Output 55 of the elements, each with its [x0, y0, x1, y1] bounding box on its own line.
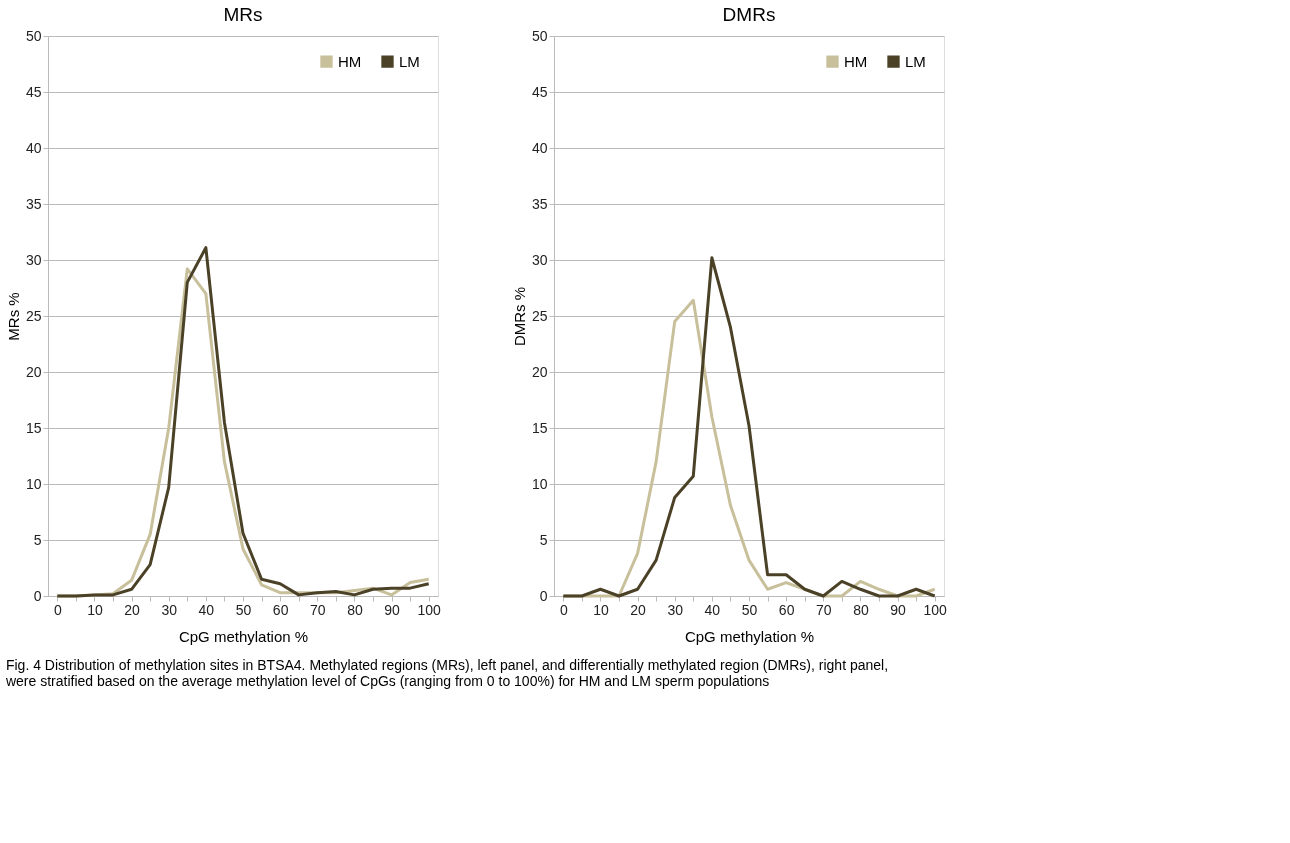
x-axis-title: CpG methylation %: [684, 627, 815, 645]
x-tick-label: 30: [667, 601, 684, 618]
x-tick-label: 40: [704, 601, 721, 618]
x-tick-label: 50: [741, 601, 758, 618]
y-tick-label: 40: [25, 139, 42, 156]
y-tick-label: 45: [25, 83, 42, 100]
x-tick-label: 60: [778, 601, 795, 618]
y-tick-label: 40: [531, 139, 548, 156]
x-tick-label: 50: [235, 601, 252, 618]
y-tick-label: 0: [33, 587, 42, 604]
x-tick-label: 80: [347, 601, 363, 618]
y-tick-label: 50: [531, 27, 548, 44]
caption: Fig. 4 Distribution of methylation sites in BTSA4. Methylated regions (MRs), left panel, and differentially methylated region (DMRs), right panel, were stratified based on the average methylation level of CpGs (ranging from 0 to 100%) for HM and LM sperm populations: [4, 656, 889, 689]
x-tick-label: 0: [559, 601, 568, 618]
legend-label: HM: [338, 52, 362, 70]
x-axis-title: CpG methylation %: [178, 627, 309, 645]
x-tick-label: 30: [161, 601, 178, 618]
legend-label: LM: [399, 52, 420, 70]
x-tick-label: 100: [417, 601, 442, 618]
x-tick-label: 80: [853, 601, 869, 618]
y-tick-label: 25: [531, 307, 548, 324]
y-tick-label: 45: [531, 83, 548, 100]
x-tick-label: 60: [272, 601, 289, 618]
y-tick-label: 10: [25, 475, 42, 492]
x-tick-label: 20: [630, 601, 647, 618]
y-tick-label: 30: [531, 251, 548, 268]
x-tick-label: 40: [198, 601, 215, 618]
legend-label: HM: [844, 52, 868, 70]
y-tick-label: 30: [25, 251, 42, 268]
y-tick-label: 35: [531, 195, 548, 212]
x-tick-label: 90: [384, 601, 401, 618]
legend-label: LM: [905, 52, 926, 70]
x-tick-label: 20: [124, 601, 141, 618]
x-tick-label: 100: [923, 601, 948, 618]
x-tick-label: 10: [87, 601, 103, 618]
chart-title: MRs: [223, 4, 263, 25]
x-tick-label: 90: [890, 601, 907, 618]
y-tick-label: 5: [33, 531, 42, 548]
y-tick-label: 5: [539, 531, 548, 548]
y-tick-label: 0: [539, 587, 548, 604]
y-tick-label: 50: [25, 27, 42, 44]
y-axis-title: MRs %: [4, 292, 22, 341]
x-tick-label: 70: [816, 601, 832, 618]
y-tick-label: 20: [25, 363, 42, 380]
x-tick-label: 10: [593, 601, 609, 618]
y-axis-title: DMRs %: [510, 286, 528, 347]
y-tick-label: 20: [531, 363, 548, 380]
x-tick-label: 70: [310, 601, 326, 618]
y-tick-label: 15: [531, 419, 548, 436]
x-tick-label: 0: [53, 601, 62, 618]
chart-title: DMRs: [722, 4, 776, 25]
y-tick-label: 35: [25, 195, 42, 212]
y-tick-label: 15: [25, 419, 42, 436]
y-tick-label: 10: [531, 475, 548, 492]
y-tick-label: 25: [25, 307, 42, 324]
